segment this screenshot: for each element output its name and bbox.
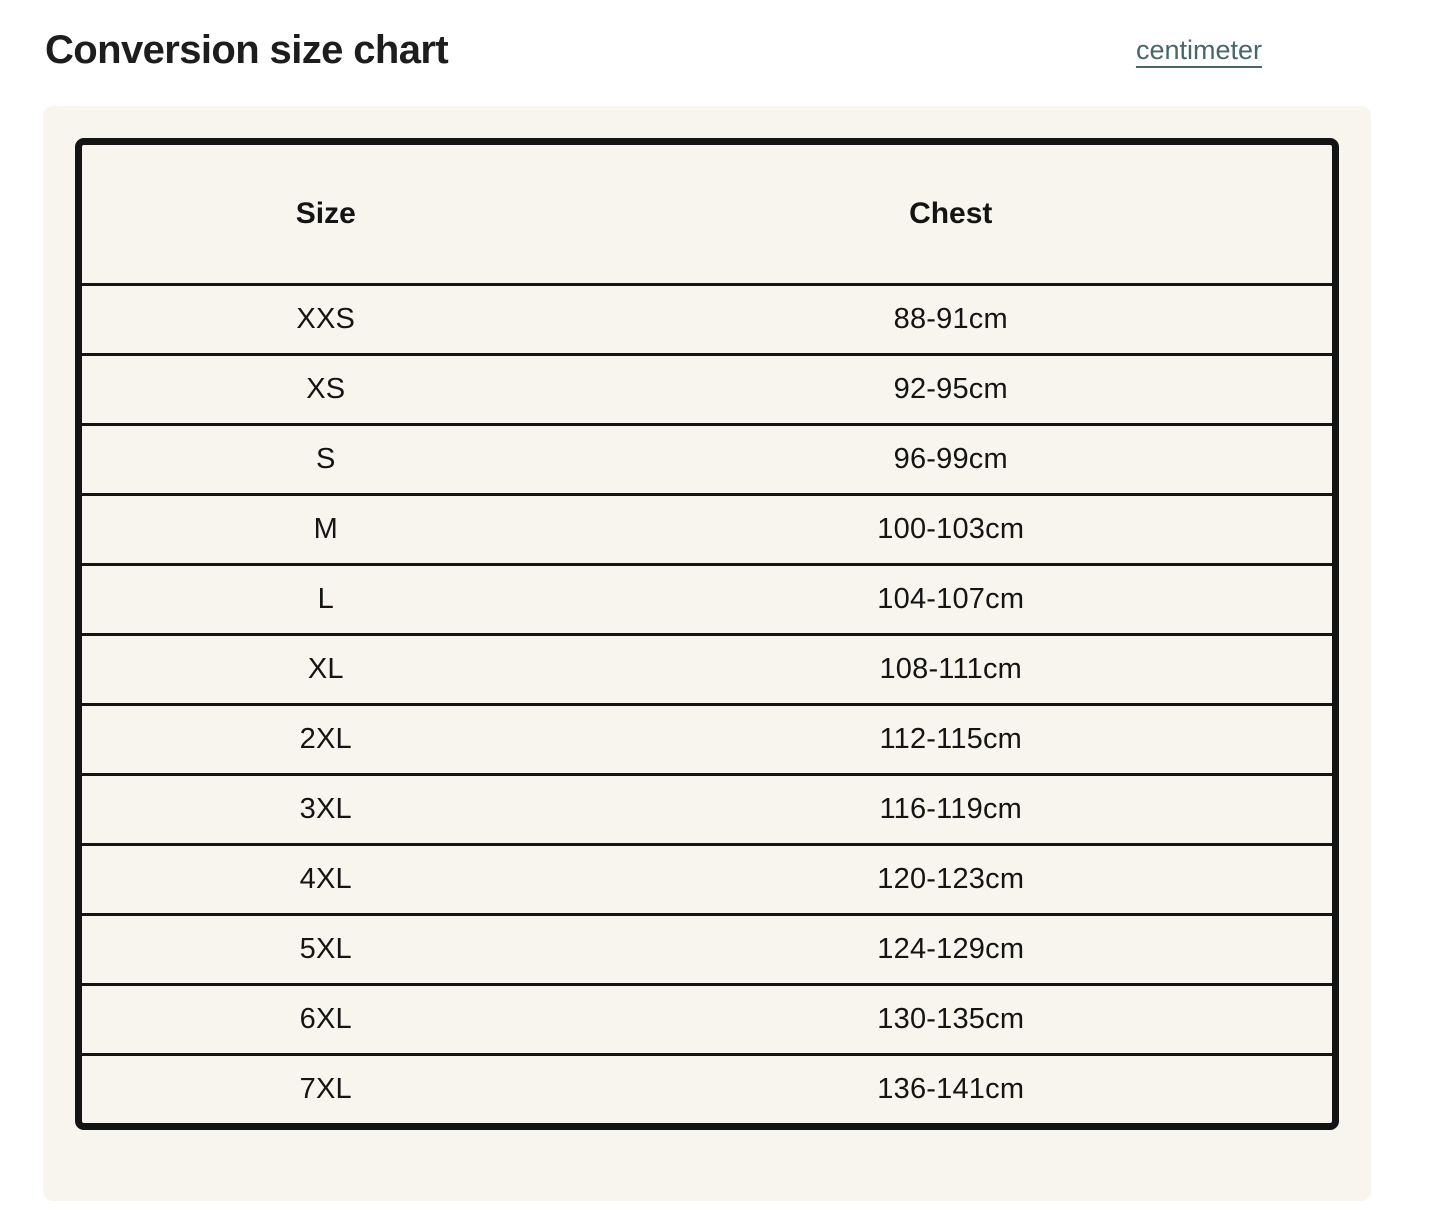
table-body: XXS 88-91cm XS 92-95cm S 96-99cm M 100-103cm L 10… xyxy=(82,283,1332,1123)
size-cell: 5XL xyxy=(82,913,570,983)
col-header-chest: Chest xyxy=(909,197,993,230)
table-row: XXS 88-91cm xyxy=(82,283,1332,353)
size-cell: 4XL xyxy=(82,843,570,913)
table-row: 2XL 112-115cm xyxy=(82,703,1332,773)
chest-cell: 136-141cm xyxy=(569,1053,1332,1123)
size-chart-table: Size Chest XXS 88-91cm XS 92-95cm S 96-99cm M 1… xyxy=(75,138,1339,1130)
table-row: 7XL 136-141cm xyxy=(82,1053,1332,1123)
table-row: XS 92-95cm xyxy=(82,353,1332,423)
table-row: 5XL 124-129cm xyxy=(82,913,1332,983)
table-row: XL 108-111cm xyxy=(82,633,1332,703)
table-row: L 104-107cm xyxy=(82,563,1332,633)
table-row: S 96-99cm xyxy=(82,423,1332,493)
chest-cell: 92-95cm xyxy=(569,353,1332,423)
size-chart-card: Size Chest XXS 88-91cm XS 92-95cm S 96-99cm M 1… xyxy=(43,106,1371,1201)
size-cell: 6XL xyxy=(82,983,570,1053)
table-row: 3XL 116-119cm xyxy=(82,773,1332,843)
table-row: 4XL 120-123cm xyxy=(82,843,1332,913)
chest-cell: 124-129cm xyxy=(569,913,1332,983)
table-row: M 100-103cm xyxy=(82,493,1332,563)
size-cell: XS xyxy=(82,353,570,423)
size-cell: 2XL xyxy=(82,703,570,773)
chest-cell: 88-91cm xyxy=(569,283,1332,353)
chest-cell: 130-135cm xyxy=(569,983,1332,1053)
size-cell: S xyxy=(82,423,570,493)
size-cell: 7XL xyxy=(82,1053,570,1123)
chest-cell: 104-107cm xyxy=(569,563,1332,633)
col-header-size: Size xyxy=(295,197,356,230)
chest-cell: 108-111cm xyxy=(569,633,1332,703)
chest-cell: 116-119cm xyxy=(569,773,1332,843)
size-cell: L xyxy=(82,563,570,633)
chest-cell: 96-99cm xyxy=(569,423,1332,493)
chest-cell: 112-115cm xyxy=(569,703,1332,773)
chest-cell: 120-123cm xyxy=(569,843,1332,913)
size-cell: XXS xyxy=(82,283,570,353)
size-cell: 3XL xyxy=(82,773,570,843)
page-title: Conversion size chart xyxy=(45,28,449,72)
size-cell: XL xyxy=(82,633,570,703)
table-header-row: Size Chest xyxy=(82,145,1332,283)
chest-cell: 100-103cm xyxy=(569,493,1332,563)
size-cell: M xyxy=(82,493,570,563)
page-header: Conversion size chart centimeter xyxy=(0,0,1430,72)
table-row: 6XL 130-135cm xyxy=(82,983,1332,1053)
unit-toggle-link[interactable]: centimeter xyxy=(1135,35,1262,65)
